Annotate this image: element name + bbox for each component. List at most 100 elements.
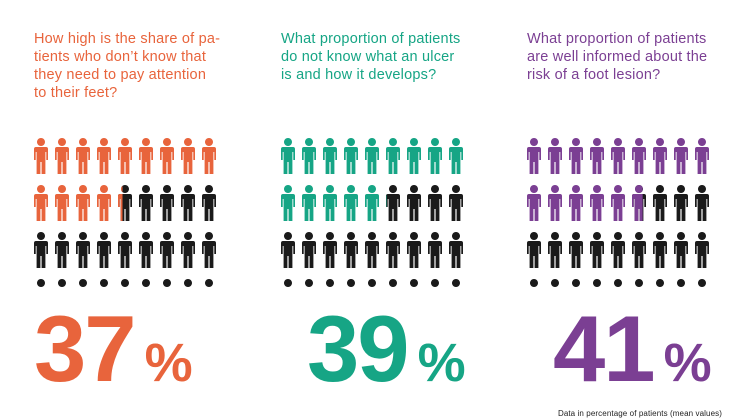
question-foot-lesion-risk: What proportion of patients are well inf…	[527, 31, 708, 83]
person-icon	[428, 138, 442, 174]
person-icon	[697, 279, 707, 288]
person-icon	[34, 138, 48, 174]
pictogram-ulcer-knowledge	[281, 138, 463, 288]
person-icon	[97, 138, 111, 174]
person-icon	[386, 232, 400, 268]
person-icon	[365, 232, 379, 268]
person-icon	[527, 138, 541, 174]
person-icon	[613, 279, 623, 288]
person-icon	[55, 185, 69, 221]
person-icon	[548, 232, 562, 268]
footnote: Data in percentage of patients (mean val…	[557, 409, 722, 418]
person-icon	[139, 138, 153, 174]
person-icon	[386, 185, 400, 221]
person-icon	[78, 279, 88, 288]
person-icon	[160, 232, 174, 268]
person-icon	[653, 232, 667, 268]
person-icon	[281, 185, 295, 221]
percent-sign: %	[663, 333, 712, 393]
person-icon	[118, 185, 132, 221]
person-icon	[611, 138, 625, 174]
panel-foot-lesion-risk: What proportion of patients are well inf…	[527, 0, 746, 419]
person-icon	[569, 138, 583, 174]
percent-sign: %	[417, 333, 466, 393]
person-icon	[118, 138, 132, 174]
person-icon	[430, 279, 440, 288]
person-icon	[139, 232, 153, 268]
person-icon	[527, 185, 541, 221]
person-icon	[409, 279, 419, 288]
person-icon	[183, 279, 193, 288]
value-foot-lesion-risk: 41%	[553, 302, 712, 396]
person-icon	[344, 185, 358, 221]
person-icon	[365, 138, 379, 174]
person-icon	[674, 185, 688, 221]
person-icon	[302, 138, 316, 174]
person-icon	[325, 279, 335, 288]
person-icon	[590, 138, 604, 174]
person-icon	[57, 279, 67, 288]
person-icon	[302, 185, 316, 221]
person-icon	[632, 232, 646, 268]
pictogram-feet-attention	[34, 138, 216, 288]
person-icon	[407, 185, 421, 221]
person-icon	[674, 232, 688, 268]
person-icon	[181, 138, 195, 174]
person-icon	[550, 279, 560, 288]
person-icon	[407, 138, 421, 174]
value-ulcer-knowledge: 39%	[307, 302, 466, 396]
person-icon	[632, 138, 646, 174]
person-icon	[428, 232, 442, 268]
person-icon	[162, 279, 172, 288]
value-number: 39	[307, 296, 410, 401]
person-icon	[76, 232, 90, 268]
person-icon	[695, 232, 709, 268]
person-icon	[55, 232, 69, 268]
person-icon	[346, 279, 356, 288]
person-icon	[281, 232, 295, 268]
person-icon	[344, 232, 358, 268]
person-icon	[76, 138, 90, 174]
person-icon	[34, 185, 48, 221]
person-icon	[202, 138, 216, 174]
person-icon	[611, 185, 625, 221]
person-icon	[97, 185, 111, 221]
person-icon	[34, 232, 48, 268]
person-icon	[120, 279, 130, 288]
person-icon	[449, 232, 463, 268]
person-icon	[181, 185, 195, 221]
percent-sign: %	[144, 333, 193, 393]
person-icon	[590, 232, 604, 268]
person-icon	[571, 279, 581, 288]
person-icon	[388, 279, 398, 288]
person-icon	[590, 185, 604, 221]
person-icon	[323, 232, 337, 268]
value-feet-attention: 37%	[34, 302, 193, 396]
pictogram-foot-lesion-risk	[527, 138, 709, 288]
person-icon	[676, 279, 686, 288]
person-icon	[160, 185, 174, 221]
person-icon	[548, 138, 562, 174]
person-icon	[141, 279, 151, 288]
person-icon	[569, 232, 583, 268]
person-icon	[76, 185, 90, 221]
person-icon	[367, 279, 377, 288]
person-icon	[428, 185, 442, 221]
person-icon	[97, 232, 111, 268]
person-icon	[160, 138, 174, 174]
panel-ulcer-knowledge: What proportion of patients do not know …	[281, 0, 511, 419]
person-icon	[592, 279, 602, 288]
person-icon	[283, 279, 293, 288]
person-icon	[451, 279, 461, 288]
person-icon	[529, 279, 539, 288]
person-icon	[449, 185, 463, 221]
person-icon	[281, 138, 295, 174]
person-icon	[344, 138, 358, 174]
person-icon	[323, 185, 337, 221]
person-icon	[611, 232, 625, 268]
person-icon	[653, 138, 667, 174]
question-ulcer-knowledge: What proportion of patients do not know …	[281, 31, 461, 83]
person-icon	[36, 279, 46, 288]
person-icon	[569, 185, 583, 221]
person-icon	[695, 185, 709, 221]
